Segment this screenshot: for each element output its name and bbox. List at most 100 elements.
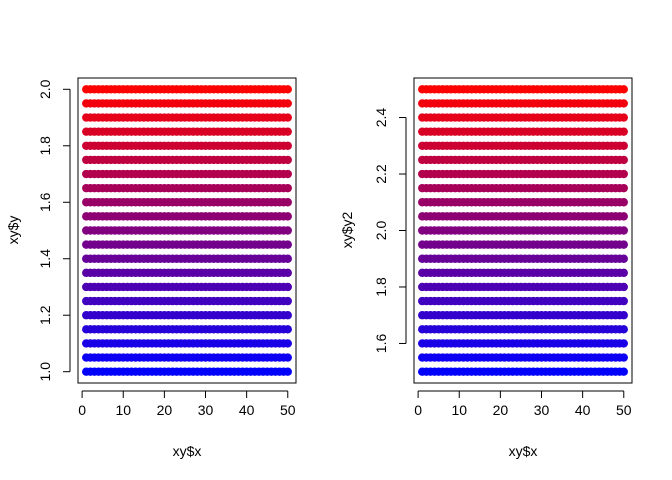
left-chart: 0 10 20 30 40 50 1.0 1.2 1.4 1.6 1.8 2.0 xy$x xy$y [5, 77, 297, 459]
left-data-point [283, 325, 292, 334]
left-y-tick-label: 1.2 [37, 305, 53, 325]
right-data-point [619, 339, 628, 348]
right-data-point [619, 367, 628, 376]
left-x-tick-label: 0 [78, 402, 86, 418]
left-point-row [82, 254, 292, 263]
right-data-point [619, 240, 628, 249]
left-x-axis: 0 10 20 30 40 50 [78, 390, 296, 418]
right-x-tick-label: 0 [414, 402, 422, 418]
left-data-point [283, 226, 292, 235]
left-data-point [283, 169, 292, 179]
right-data-point [619, 282, 628, 292]
left-point-row [82, 226, 292, 235]
left-point-row [82, 85, 292, 94]
left-data-point [283, 268, 292, 278]
right-data-point [619, 353, 628, 362]
right-plot-points [418, 85, 628, 376]
left-x-axis-label: xy$x [173, 443, 202, 459]
left-point-row [82, 212, 292, 221]
left-point-row [82, 296, 292, 306]
left-x-tick-label: 50 [280, 402, 296, 418]
right-data-point [619, 99, 628, 108]
right-point-row [418, 127, 628, 136]
left-data-point [283, 311, 292, 320]
left-plot-frame [77, 77, 297, 384]
left-point-row [82, 99, 292, 108]
right-point-row [418, 169, 628, 179]
right-point-row [418, 212, 628, 221]
left-y-axis: 1.0 1.2 1.4 1.6 1.8 2.0 [37, 79, 71, 382]
right-data-point [619, 311, 628, 320]
left-data-point [283, 254, 292, 263]
right-point-row [418, 353, 628, 362]
right-point-row [418, 240, 628, 249]
right-data-point [619, 127, 628, 136]
right-data-point [619, 85, 628, 94]
left-point-row [82, 268, 292, 278]
right-x-tick-label: 30 [534, 402, 550, 418]
left-point-row [82, 113, 292, 122]
left-x-tick-label: 40 [239, 402, 255, 418]
left-point-row [82, 169, 292, 179]
left-data-point [283, 353, 292, 362]
right-chart: 0 10 20 30 40 50 1.6 1.8 2.0 2.2 2.4 xy$x xy$y2 [339, 77, 633, 459]
left-point-row [82, 339, 292, 348]
left-data-point [283, 141, 292, 150]
right-point-row [418, 296, 628, 306]
left-point-row [82, 353, 292, 362]
left-point-row [82, 240, 292, 249]
right-data-point [619, 141, 628, 150]
right-x-axis-label: xy$x [509, 443, 538, 459]
left-data-point [283, 339, 292, 348]
left-y-tick-label: 1.0 [37, 362, 53, 382]
right-point-row [418, 155, 628, 165]
left-x-tick-label: 30 [198, 402, 214, 418]
right-point-row [418, 85, 628, 94]
left-y-tick-label: 2.0 [37, 79, 53, 99]
left-y-tick-label: 1.4 [37, 249, 53, 269]
right-point-row [418, 198, 628, 207]
right-y-tick-label: 1.6 [373, 334, 389, 354]
right-data-point [619, 155, 628, 165]
left-data-point [283, 198, 292, 207]
left-data-point [283, 183, 292, 193]
right-point-row [418, 311, 628, 320]
left-y-tick-label: 1.6 [37, 192, 53, 212]
right-x-tick-label: 10 [451, 402, 467, 418]
left-plot-points [82, 85, 292, 376]
right-point-row [418, 325, 628, 334]
right-data-point [619, 113, 628, 122]
left-y-tick-label: 1.8 [37, 136, 53, 156]
left-x-tick-label: 20 [157, 402, 173, 418]
left-x-tick-label: 10 [115, 402, 131, 418]
right-point-row [418, 99, 628, 108]
left-point-row [82, 127, 292, 136]
right-data-point [619, 226, 628, 235]
right-point-row [418, 339, 628, 348]
right-data-point [619, 254, 628, 263]
right-point-row [418, 183, 628, 193]
left-point-row [82, 155, 292, 165]
right-x-tick-label: 50 [616, 402, 632, 418]
right-plot-frame [413, 77, 633, 384]
right-x-axis: 0 10 20 30 40 50 [414, 390, 632, 418]
right-point-row [418, 254, 628, 263]
left-data-point [283, 296, 292, 306]
left-data-point [283, 155, 292, 165]
left-point-row [82, 367, 292, 376]
left-data-point [283, 113, 292, 122]
right-data-point [619, 296, 628, 306]
right-y-tick-label: 2.0 [373, 221, 389, 241]
right-y-tick-label: 2.2 [373, 164, 389, 184]
right-data-point [619, 268, 628, 278]
left-data-point [283, 282, 292, 292]
right-data-point [619, 325, 628, 334]
left-data-point [283, 127, 292, 136]
left-data-point [283, 85, 292, 94]
right-point-row [418, 282, 628, 292]
right-point-row [418, 268, 628, 278]
right-data-point [619, 212, 628, 221]
left-point-row [82, 141, 292, 150]
left-point-row [82, 325, 292, 334]
